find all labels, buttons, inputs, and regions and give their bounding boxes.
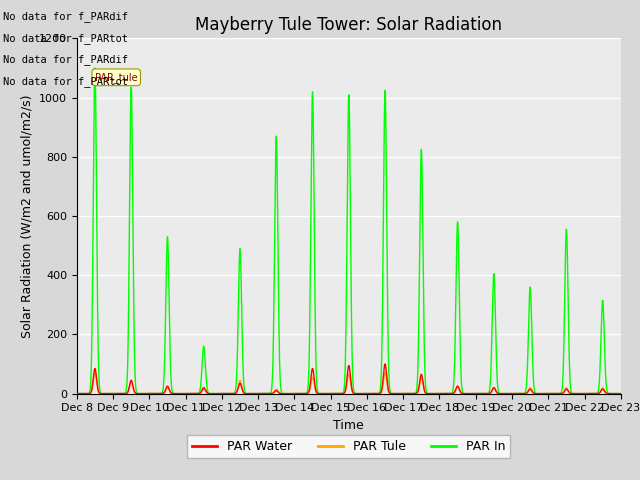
Text: PAR_tule: PAR_tule [95,72,138,83]
X-axis label: Time: Time [333,419,364,432]
Title: Mayberry Tule Tower: Solar Radiation: Mayberry Tule Tower: Solar Radiation [195,16,502,34]
Y-axis label: Solar Radiation (W/m2 and umol/m2/s): Solar Radiation (W/m2 and umol/m2/s) [20,94,33,338]
Text: No data for f_PARdif: No data for f_PARdif [3,11,128,22]
Text: No data for f_PARtot: No data for f_PARtot [3,76,128,87]
Text: No data for f_PARtot: No data for f_PARtot [3,33,128,44]
Text: No data for f_PARdif: No data for f_PARdif [3,54,128,65]
Legend: PAR Water, PAR Tule, PAR In: PAR Water, PAR Tule, PAR In [188,435,510,458]
